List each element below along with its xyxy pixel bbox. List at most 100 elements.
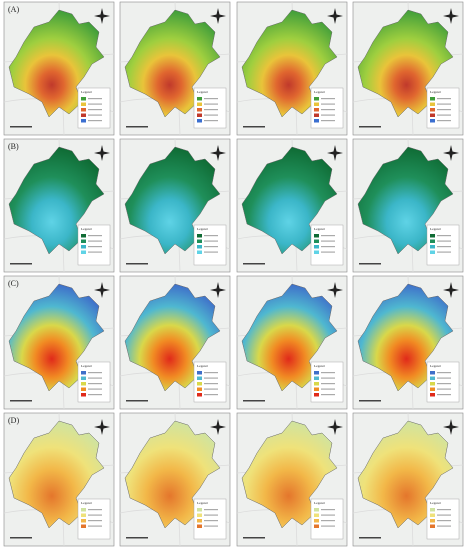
legend-text-line [204, 383, 218, 385]
legend-swatch [81, 108, 86, 112]
legend-swatch [81, 508, 86, 512]
legend-swatch [314, 119, 319, 123]
legend-text-line [204, 114, 218, 116]
compass-star [327, 145, 343, 161]
legend-text-line [204, 235, 218, 237]
scale-bar [243, 537, 265, 539]
legend-swatch [81, 102, 86, 106]
map-panel: Legend [119, 412, 231, 547]
scale-bar [126, 400, 148, 402]
legend-swatch [197, 250, 202, 254]
legend-swatch [314, 508, 319, 512]
legend: Legend [426, 224, 460, 266]
region-map [357, 283, 454, 392]
legend-text-line [88, 246, 102, 248]
legend-text-line [321, 372, 335, 374]
legend-swatch [197, 108, 202, 112]
scale-bar [10, 126, 32, 128]
compass-star [94, 145, 110, 161]
compass-star [443, 282, 459, 298]
legend-title: Legend [430, 227, 441, 231]
legend: Legend [77, 87, 111, 129]
legend-text-line [88, 525, 102, 527]
legend-text-line [321, 235, 335, 237]
legend-swatch [430, 376, 435, 380]
legend-swatch [314, 102, 319, 106]
legend-title: Legend [81, 90, 92, 94]
compass [94, 419, 110, 435]
map-panel: Legend [352, 138, 464, 273]
legend-swatch [314, 108, 319, 112]
map-panel: Legend [119, 138, 231, 273]
legend-box [77, 87, 111, 129]
legend-text-line [204, 514, 218, 516]
legend-text-line [437, 520, 451, 522]
compass [327, 8, 343, 24]
legend-swatch [197, 97, 202, 101]
legend-text-line [437, 388, 451, 390]
legend: Legend [77, 361, 111, 403]
legend-box [426, 498, 460, 540]
compass [210, 282, 226, 298]
legend-swatch [430, 524, 435, 528]
legend-swatch [197, 524, 202, 528]
legend-title: Legend [430, 501, 441, 505]
compass-star [210, 145, 226, 161]
region-map [241, 146, 338, 255]
compass [443, 282, 459, 298]
scale-bar [243, 400, 265, 402]
legend-text-line [321, 246, 335, 248]
legend-text-line [321, 109, 335, 111]
region-map [8, 9, 105, 118]
legend-title: Legend [81, 364, 92, 368]
legend-text-line [321, 388, 335, 390]
legend-title: Legend [81, 227, 92, 231]
legend-swatch [430, 382, 435, 386]
legend: Legend [426, 87, 460, 129]
legend-text-line [321, 525, 335, 527]
scale-bar [126, 537, 148, 539]
legend-swatch [430, 102, 435, 106]
legend-swatch [430, 113, 435, 117]
map-panel: Legend [119, 275, 231, 410]
legend-text-line [88, 388, 102, 390]
legend-swatch [314, 239, 319, 243]
row-label: (B) [8, 142, 19, 151]
legend-text-line [437, 377, 451, 379]
legend-text-line [437, 525, 451, 527]
scale-bar [126, 263, 148, 265]
legend-swatch [314, 371, 319, 375]
legend-swatch [430, 119, 435, 123]
legend-text-line [88, 240, 102, 242]
legend-swatch [197, 245, 202, 249]
legend-swatch [314, 513, 319, 517]
map-panel: Legend [352, 412, 464, 547]
legend-title: Legend [197, 364, 208, 368]
compass [327, 145, 343, 161]
legend-text-line [321, 103, 335, 105]
legend-text-line [204, 509, 218, 511]
legend-text-line [437, 246, 451, 248]
legend-swatch [197, 519, 202, 523]
legend-swatch [314, 387, 319, 391]
legend-swatch [197, 382, 202, 386]
legend-swatch [430, 519, 435, 523]
legend-swatch [430, 250, 435, 254]
compass-star [327, 419, 343, 435]
legend-text-line [88, 514, 102, 516]
legend-text-line [88, 383, 102, 385]
legend-text-line [204, 520, 218, 522]
legend-text-line [437, 383, 451, 385]
legend-swatch [430, 239, 435, 243]
legend-text-line [437, 240, 451, 242]
legend-text-line [321, 520, 335, 522]
compass [210, 419, 226, 435]
legend: Legend [193, 87, 227, 129]
legend: Legend [310, 87, 344, 129]
map-panel: Legend [236, 412, 348, 547]
legend-swatch [314, 524, 319, 528]
legend-text-line [204, 388, 218, 390]
compass-star [210, 419, 226, 435]
legend-swatch [81, 513, 86, 517]
